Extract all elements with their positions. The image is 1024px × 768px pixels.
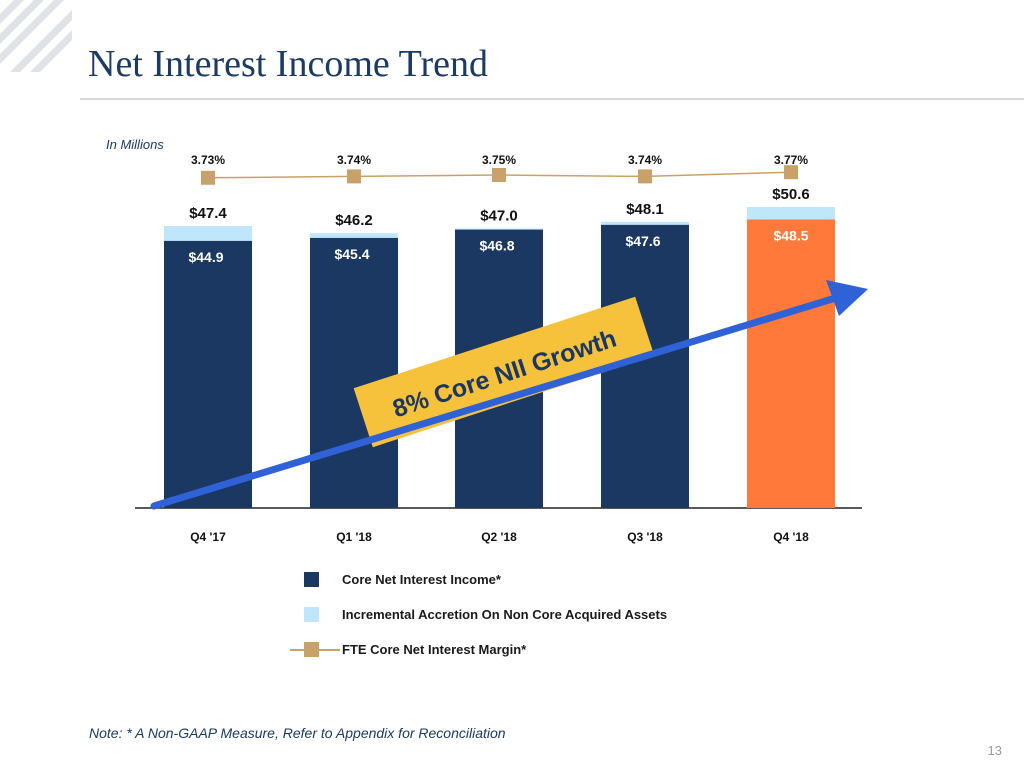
margin-label-4: 3.77%	[774, 153, 808, 167]
core-value-label-2: $46.8	[479, 238, 514, 254]
total-value-label-1: $46.2	[335, 212, 373, 229]
margin-marker-2	[492, 168, 506, 182]
margin-marker-1	[347, 169, 361, 184]
margin-label-3: 3.74%	[628, 153, 662, 167]
legend-margin-label: FTE Core Net Interest Margin*	[342, 642, 527, 657]
total-value-label-4: $50.6	[772, 186, 810, 203]
core-value-label-0: $44.9	[188, 249, 223, 265]
margin-marker-0	[201, 170, 215, 185]
bar-accretion-3	[601, 221, 689, 225]
x-tick-label-1: Q1 '18	[336, 530, 372, 544]
margin-label-1: 3.74%	[337, 153, 371, 167]
bar-accretion-1	[310, 233, 398, 238]
legend-accretion-label: Incremental Accretion On Non Core Acquir…	[342, 607, 668, 622]
core-value-label-3: $47.6	[625, 233, 660, 249]
footnote: Note: * A Non-GAAP Measure, Refer to App…	[89, 725, 506, 741]
page-number: 13	[987, 743, 1002, 758]
margin-label-0: 3.73%	[191, 153, 225, 167]
core-value-label-1: $45.4	[334, 246, 369, 262]
x-tick-label-2: Q2 '18	[481, 530, 517, 544]
bar-core-4	[747, 219, 835, 508]
company-logo-icon	[0, 0, 72, 72]
x-tick-label-4: Q4 '18	[773, 530, 809, 544]
legend-margin-marker	[304, 642, 319, 657]
legend-accretion-swatch	[304, 607, 319, 622]
margin-label-2: 3.75%	[482, 153, 516, 167]
total-value-label-0: $47.4	[189, 205, 227, 222]
bar-accretion-0	[164, 226, 252, 241]
bar-core-1	[310, 237, 398, 508]
units-note: In Millions	[106, 137, 164, 152]
bar-core-0	[164, 240, 252, 509]
growth-banner-background	[353, 296, 655, 448]
bar-accretion-2	[455, 228, 543, 230]
page-title: Net Interest Income Trend	[88, 43, 488, 85]
total-value-label-2: $47.0	[480, 207, 518, 224]
core-value-label-4: $48.5	[773, 227, 808, 243]
bar-accretion-4	[747, 207, 835, 220]
legend-core-swatch	[304, 572, 319, 587]
margin-marker-4	[784, 165, 798, 180]
x-tick-label-0: Q4 '17	[190, 530, 226, 544]
total-value-label-3: $48.1	[626, 201, 664, 218]
trend-arrow-head-icon	[826, 280, 868, 316]
trend-arrow-shaft	[150, 292, 846, 510]
legend-core-label: Core Net Interest Income*	[342, 572, 501, 587]
title-divider	[80, 98, 1024, 100]
margin-marker-3	[638, 169, 652, 184]
x-tick-label-3: Q3 '18	[627, 530, 663, 544]
